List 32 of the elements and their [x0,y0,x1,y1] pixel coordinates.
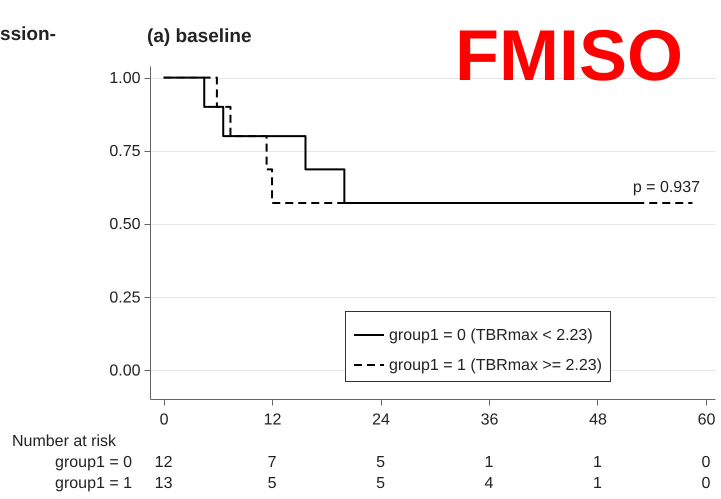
text: 13 [154,475,173,492]
annotation: FMISO [455,16,683,96]
annotation: p = 0.937 [632,179,700,196]
y-tick-label: 0.50 [109,216,141,234]
text: 1 [593,454,602,471]
text: Number at risk [12,433,118,450]
text: 0 [702,454,711,471]
text: 4 [484,475,494,492]
x-tick-label: 36 [480,412,498,428]
text: 1 [593,475,602,492]
text: 7 [268,454,277,471]
text: 0 [702,475,711,492]
x-tick-label: 48 [589,412,607,428]
chart-title: (a) baseline [147,26,252,47]
legend-label: group1 = 0 (TBRmax < 2.23) [389,327,593,344]
y-tick-label: 1.00 [109,70,141,88]
y-tick-label: 0.75 [109,143,141,160]
text: 1 [484,454,494,471]
x-tick-label: 12 [264,412,282,428]
x-tick-label: 24 [372,412,390,428]
text: 5 [376,454,386,471]
text: 5 [376,475,386,492]
y-tick-label: 0.00 [109,362,141,380]
x-tick-label: 60 [698,412,716,428]
text: group1 = 1 [55,475,132,492]
text: 12 [154,454,173,471]
text: 5 [268,475,277,492]
x-tick-label: 0 [160,412,169,428]
text: group1 = 0 [55,454,132,471]
legend-label: group1 = 1 (TBRmax >= 2.23) [389,357,602,374]
y-tick-label: 0.25 [109,289,141,306]
text: ssion- [0,24,56,45]
